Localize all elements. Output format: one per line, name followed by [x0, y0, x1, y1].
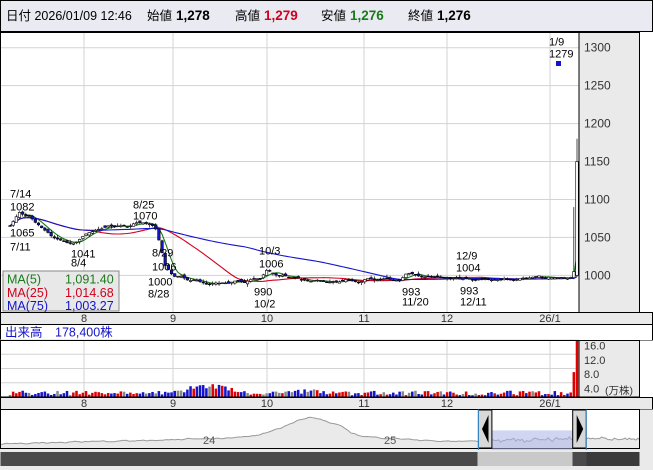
svg-text:1250: 1250 — [584, 79, 611, 93]
svg-text:24: 24 — [203, 435, 215, 447]
svg-text:16.0: 16.0 — [584, 341, 605, 353]
svg-text:8/29: 8/29 — [152, 248, 173, 260]
svg-text:1,276: 1,276 — [437, 8, 471, 23]
svg-text:1082: 1082 — [10, 202, 34, 214]
svg-text:1070: 1070 — [133, 211, 157, 223]
svg-text:9: 9 — [170, 313, 176, 325]
svg-text:1006: 1006 — [259, 259, 283, 271]
svg-text:MA(75): MA(75) — [7, 299, 48, 313]
svg-text:8: 8 — [81, 313, 87, 325]
svg-text:(万株): (万株) — [605, 384, 633, 397]
svg-text:1/9: 1/9 — [549, 37, 564, 49]
svg-text:10/3: 10/3 — [259, 246, 280, 258]
svg-text:MA(5): MA(5) — [7, 273, 41, 287]
svg-text:1000: 1000 — [584, 269, 611, 283]
svg-text:7/11: 7/11 — [10, 242, 31, 254]
svg-text:8/28: 8/28 — [148, 289, 169, 301]
svg-text:1065: 1065 — [10, 228, 34, 240]
svg-text:1100: 1100 — [584, 193, 610, 207]
svg-text:9: 9 — [170, 398, 176, 410]
svg-text:12.0: 12.0 — [584, 355, 605, 367]
svg-text:1006: 1006 — [152, 262, 176, 274]
svg-text:1,279: 1,279 — [264, 8, 298, 23]
svg-text:1200: 1200 — [584, 117, 611, 131]
svg-text:10/2: 10/2 — [254, 299, 275, 311]
svg-text:出来高 178,400株: 出来高 178,400株 — [5, 325, 113, 340]
svg-text:8.0: 8.0 — [584, 369, 599, 381]
svg-text:始値: 始値 — [147, 8, 172, 23]
svg-text:1300: 1300 — [584, 41, 611, 55]
svg-text:8: 8 — [81, 398, 87, 410]
svg-text:高値: 高値 — [235, 8, 260, 23]
svg-text:1050: 1050 — [584, 231, 611, 245]
svg-text:8/4: 8/4 — [71, 258, 86, 270]
svg-text:12/11: 12/11 — [460, 297, 487, 309]
svg-text:1,276: 1,276 — [350, 8, 384, 23]
svg-text:990: 990 — [254, 287, 272, 299]
svg-text:7/14: 7/14 — [10, 189, 31, 201]
svg-text:1,091.40: 1,091.40 — [65, 273, 114, 287]
svg-text:1004: 1004 — [456, 263, 480, 275]
svg-text:1,278: 1,278 — [176, 8, 210, 23]
svg-text:25: 25 — [384, 435, 396, 447]
svg-text:MA(25): MA(25) — [7, 286, 48, 300]
svg-text:12: 12 — [441, 398, 453, 410]
svg-text:26/1: 26/1 — [539, 313, 560, 325]
svg-text:1,014.68: 1,014.68 — [65, 286, 114, 300]
svg-text:1000: 1000 — [148, 277, 172, 289]
svg-text:12: 12 — [441, 313, 453, 325]
svg-text:11/20: 11/20 — [402, 297, 429, 309]
svg-text:安値: 安値 — [321, 8, 346, 23]
svg-text:終値: 終値 — [408, 8, 433, 23]
svg-text:日付 2026/01/09 12:46: 日付 2026/01/09 12:46 — [6, 9, 132, 23]
svg-text:10: 10 — [261, 398, 273, 410]
svg-text:1150: 1150 — [584, 155, 610, 169]
svg-text:12/9: 12/9 — [456, 251, 477, 263]
svg-text:11: 11 — [358, 313, 369, 325]
svg-text:1,003.27: 1,003.27 — [65, 299, 114, 313]
svg-text:1279: 1279 — [549, 49, 573, 61]
svg-text:26/1: 26/1 — [539, 398, 560, 410]
svg-text:11: 11 — [358, 398, 369, 410]
svg-text:10: 10 — [261, 313, 273, 325]
svg-text:4.0: 4.0 — [584, 383, 599, 395]
